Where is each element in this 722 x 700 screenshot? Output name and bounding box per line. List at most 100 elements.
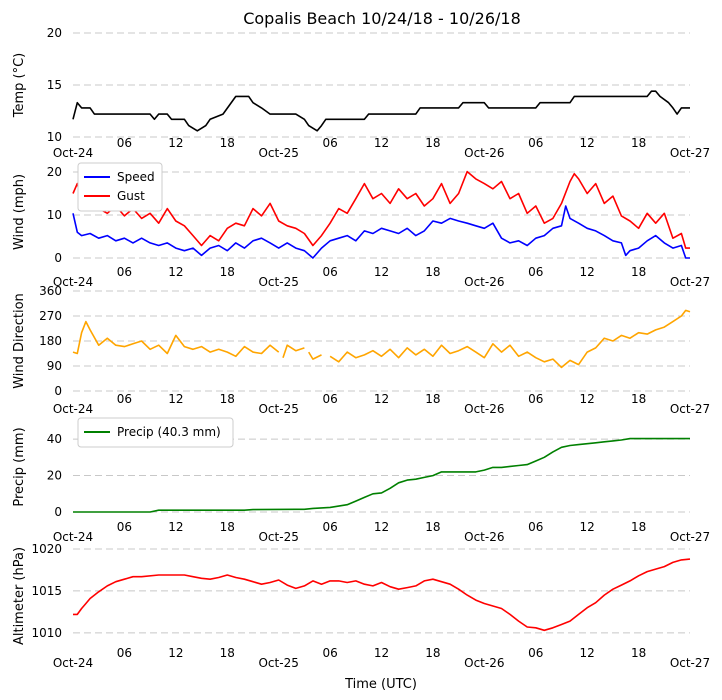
y-tick-label: 15 <box>47 78 62 92</box>
y-tick-label: 0 <box>54 384 62 398</box>
legend-label: Speed <box>117 170 155 184</box>
x-tick-label: 06 <box>322 392 337 406</box>
panel-precip: 0 20 40 Precip (mm) Oct-24 06 12 18 Oct-25 06 12 18… <box>12 417 710 544</box>
x-tick-label: 18 <box>425 265 440 279</box>
legend-label: Precip (40.3 mm) <box>117 425 221 439</box>
panel-wind_direction: 0 90 180 270 360 Wind Direction Oct-24 06 12 18 Oc… <box>12 284 710 416</box>
x-tick-label: 18 <box>631 646 646 660</box>
x-tick-label: Oct-26 <box>464 402 504 416</box>
y-tick-label: 360 <box>39 284 62 298</box>
x-tick-label: 06 <box>528 136 543 150</box>
x-tick-label: 18 <box>631 520 646 534</box>
y-axis-label: Wind Direction <box>12 293 27 389</box>
y-tick-label: 1020 <box>31 542 62 556</box>
x-tick-label: Oct-27 <box>670 530 710 544</box>
y-tick-label: 20 <box>47 469 62 483</box>
x-tick-label: 18 <box>631 136 646 150</box>
x-tick-label: 18 <box>220 646 235 660</box>
y-tick-label: 10 <box>47 208 62 222</box>
x-tick-label: 18 <box>220 520 235 534</box>
x-tick-label: 12 <box>580 392 595 406</box>
x-tick-label: Oct-24 <box>53 402 93 416</box>
x-tick-label: 18 <box>425 646 440 660</box>
x-tick-label: 12 <box>374 520 389 534</box>
x-tick-label: 12 <box>580 136 595 150</box>
x-tick-label: 12 <box>168 646 183 660</box>
x-tick-label: 12 <box>374 265 389 279</box>
x-tick-label: 12 <box>168 136 183 150</box>
x-tick-label: 06 <box>117 265 132 279</box>
x-tick-label: Oct-26 <box>464 275 504 289</box>
x-tick-label: 18 <box>425 520 440 534</box>
series-line-direction <box>308 351 322 360</box>
series-line-speed <box>72 205 690 259</box>
series-line-altimeter <box>73 558 691 632</box>
series-line-precip-40-3-mm- <box>73 437 690 513</box>
x-tick-label: 06 <box>117 520 132 534</box>
legend-label: Gust <box>117 189 145 203</box>
x-tick-label: 12 <box>374 136 389 150</box>
x-tick-label: Oct-26 <box>464 146 504 160</box>
y-axis-label: Temp (°C) <box>12 53 27 119</box>
series-line-gust <box>72 170 690 249</box>
y-axis-label: Precip (mm) <box>12 427 27 506</box>
x-tick-label: Oct-27 <box>670 146 710 160</box>
x-tick-label: 12 <box>580 520 595 534</box>
panel-wind: 0 10 20 Wind (mph) Oct-24 06 12 18 Oct-25 06 12 18 O… <box>12 162 710 289</box>
y-tick-label: 20 <box>47 26 62 40</box>
x-tick-label: 06 <box>322 646 337 660</box>
x-tick-label: 12 <box>168 265 183 279</box>
x-tick-label: 06 <box>322 136 337 150</box>
x-tick-label: Oct-24 <box>53 275 93 289</box>
y-axis-label: Wind (mph) <box>12 174 27 250</box>
x-tick-label: 18 <box>425 136 440 150</box>
x-tick-label: Oct-27 <box>670 275 710 289</box>
x-tick-label: 06 <box>117 136 132 150</box>
panel-temperature: 10 15 20 Temp (°C) Oct-24 06 12 18 Oct-25 06 12 18 O… <box>12 26 710 160</box>
y-axis-label: Altimeter (hPa) <box>12 547 27 645</box>
y-tick-label: 180 <box>39 334 62 348</box>
x-tick-label: 06 <box>528 265 543 279</box>
x-tick-label: 12 <box>580 646 595 660</box>
panel-altimeter: 1010 1015 1020 Altimeter (hPa) Oct-24 06 12 18 O… <box>12 542 710 670</box>
y-tick-label: 0 <box>54 505 62 519</box>
chart-title: Copalis Beach 10/24/18 - 10/26/18 <box>243 9 521 28</box>
y-tick-label: 20 <box>47 165 62 179</box>
x-tick-label: 06 <box>322 520 337 534</box>
x-tick-label: 12 <box>168 392 183 406</box>
series-line-direction <box>329 309 691 369</box>
x-tick-label: 18 <box>220 136 235 150</box>
x-tick-label: 12 <box>374 392 389 406</box>
x-tick-label: Oct-27 <box>670 402 710 416</box>
x-tick-label: 06 <box>322 265 337 279</box>
x-tick-label: Oct-24 <box>53 146 93 160</box>
x-axis-label: Time (UTC) <box>344 677 417 692</box>
x-tick-label: Oct-25 <box>258 146 298 160</box>
y-tick-label: 0 <box>54 251 62 265</box>
y-tick-label: 270 <box>39 309 62 323</box>
x-tick-label: 12 <box>168 520 183 534</box>
y-tick-label: 40 <box>47 432 62 446</box>
x-tick-label: 06 <box>117 392 132 406</box>
y-tick-label: 1010 <box>31 626 62 640</box>
series-line-direction <box>72 320 280 358</box>
x-tick-label: 18 <box>631 265 646 279</box>
y-tick-label: 1015 <box>31 584 62 598</box>
x-tick-label: Oct-25 <box>258 275 298 289</box>
x-tick-label: 18 <box>631 392 646 406</box>
x-tick-label: 06 <box>528 646 543 660</box>
x-tick-label: 18 <box>220 392 235 406</box>
x-tick-label: 06 <box>528 520 543 534</box>
x-tick-label: Oct-24 <box>53 656 93 670</box>
x-tick-label: Oct-26 <box>464 656 504 670</box>
x-tick-label: Oct-27 <box>670 656 710 670</box>
legend-box <box>77 417 234 448</box>
x-tick-label: 18 <box>425 392 440 406</box>
x-tick-label: Oct-25 <box>258 656 298 670</box>
y-tick-label: 90 <box>47 359 62 373</box>
legend-box <box>77 162 163 212</box>
y-tick-label: 10 <box>47 130 62 144</box>
x-tick-label: 06 <box>528 392 543 406</box>
series-line-temp <box>72 90 690 132</box>
